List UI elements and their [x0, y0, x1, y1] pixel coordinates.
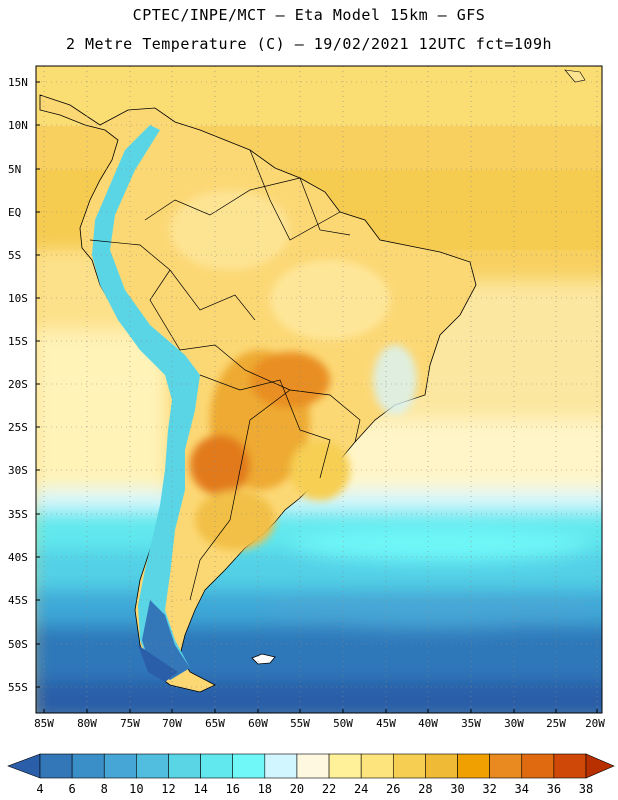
lon-label: 60W: [248, 717, 268, 730]
map-area: [36, 66, 602, 713]
colorbar-swatch: [103, 753, 137, 779]
colorbar-swatch: [457, 753, 490, 779]
lon-label: 80W: [77, 717, 97, 730]
colorbar-level-label: 22: [321, 782, 337, 796]
lat-label: 25S: [8, 421, 28, 434]
colorbar-swatch: [136, 753, 169, 779]
lat-label: 50S: [8, 638, 28, 651]
map-subtitle: 2 Metre Temperature (C) – 19/02/2021 12U…: [65, 35, 553, 53]
colorbar-level-label: 34: [514, 782, 529, 796]
lat-label: 5S: [8, 249, 22, 262]
lon-label: 45W: [376, 717, 396, 730]
colorbar-level-label: 4: [36, 782, 44, 796]
map-frame: [35, 65, 603, 714]
colorbar-level-label: 6: [68, 782, 76, 796]
lon-label: 55W: [290, 717, 310, 730]
colorbar-swatch: [553, 753, 587, 779]
colorbar-level-label: 28: [418, 782, 433, 796]
colorbar-swatch: [489, 753, 523, 779]
lat-label: 10S: [8, 292, 28, 305]
colorbar-level-label: 10: [129, 782, 144, 796]
country-borders: [89, 149, 361, 601]
lat-label: 40S: [8, 551, 28, 564]
lat-label: 5N: [8, 163, 22, 176]
colorbar-level-label: 8: [100, 782, 108, 796]
lon-label: 50W: [333, 717, 353, 730]
colorbar-swatch: [39, 753, 73, 779]
lat-label: 15S: [8, 335, 28, 348]
colorbar: [7, 753, 615, 779]
lat-label: 10N: [8, 119, 28, 132]
colorbar-swatch: [264, 753, 298, 779]
colorbar-level-label: 18: [257, 782, 273, 796]
colorbar-swatch: [168, 753, 201, 779]
colorbar-swatch: [521, 753, 555, 779]
lon-label: 65W: [205, 717, 225, 730]
colorbar-swatch: [71, 753, 105, 779]
lon-label: 85W: [34, 717, 54, 730]
andes-cold-band: [92, 125, 200, 680]
colorbar-arrow-high: [585, 753, 615, 779]
colorbar-level-label: 24: [353, 782, 369, 796]
colorbar-level-label: 14: [193, 782, 208, 796]
colorbar-arrow-low: [7, 753, 41, 779]
colorbar-swatch: [232, 753, 266, 779]
colorbar-level-label: 36: [546, 782, 562, 796]
colorbar-level-label: 30: [450, 782, 465, 796]
axis-ticks: [36, 81, 598, 713]
colorbar-swatch: [425, 753, 458, 779]
lon-label: 70W: [162, 717, 182, 730]
lon-label: 75W: [120, 717, 140, 730]
colorbar-level-label: 38: [578, 782, 594, 796]
caribbean-islands: [564, 69, 586, 83]
colorbar-swatch: [328, 753, 362, 779]
lon-label: 20W: [585, 717, 605, 730]
lat-label: 55S: [8, 681, 28, 694]
colorbar-swatch: [360, 753, 394, 779]
colorbar-level-label: 32: [482, 782, 497, 796]
colorbar-swatch: [200, 753, 234, 779]
colorbar-swatch: [296, 753, 330, 779]
lon-label: 35W: [461, 717, 481, 730]
lat-label: 35S: [8, 508, 28, 521]
lon-label: 40W: [418, 717, 438, 730]
colorbar-level-label: 20: [289, 782, 305, 796]
lat-label: 30S: [8, 464, 28, 477]
lon-label: 30W: [504, 717, 524, 730]
lat-label: 20S: [8, 378, 28, 391]
colorbar-swatch: [392, 753, 426, 779]
lon-label: 25W: [546, 717, 566, 730]
colorbar-level-label: 12: [161, 782, 176, 796]
colorbar-level-label: 16: [225, 782, 240, 796]
map-title: CPTEC/INPE/MCT – Eta Model 15km – GFS: [132, 6, 486, 24]
lat-label: EQ: [8, 206, 22, 219]
lat-label: 15N: [8, 76, 28, 89]
lat-label: 45S: [8, 594, 28, 607]
colorbar-level-label: 26: [386, 782, 401, 796]
